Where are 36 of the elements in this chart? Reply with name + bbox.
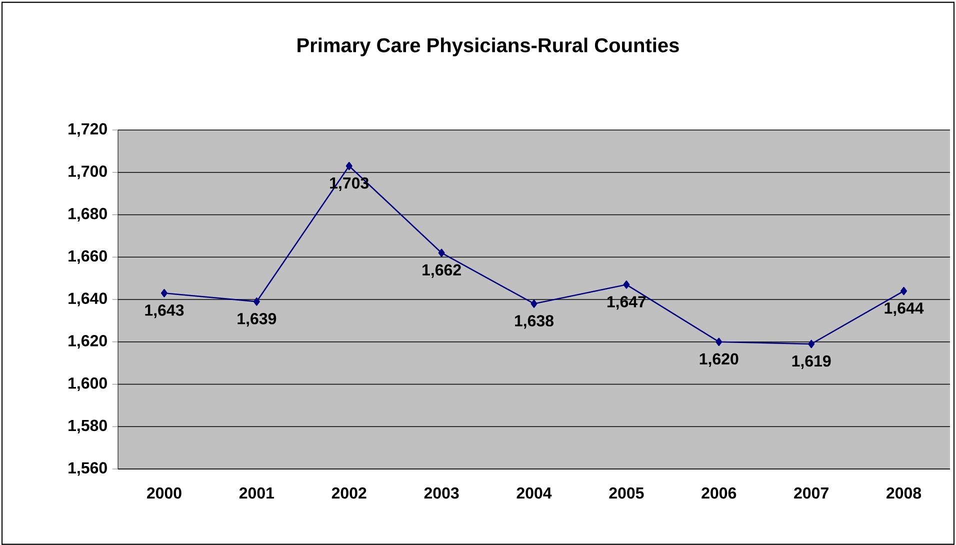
- point: [160, 288, 168, 298]
- point: [716, 338, 722, 346]
- y-tick-label: 1,620: [68, 335, 107, 349]
- data-label: 1,639: [238, 312, 276, 327]
- y-tick-label: 1,640: [68, 292, 107, 306]
- y-tick-label: 1,600: [68, 377, 107, 392]
- data-label: 1,644: [884, 302, 924, 316]
- y-tick-label: 1,680: [68, 208, 107, 222]
- chart-title: Primary Care Physicians-Rural Counties: [298, 38, 679, 56]
- y-tick-label: 1,700: [68, 166, 107, 180]
- y-tick-label: 1,660: [68, 250, 107, 264]
- x-tick-label: 2006: [702, 487, 736, 499]
- x-tick-label: 2005: [609, 487, 644, 499]
- x-tick-label: 2004: [516, 487, 552, 499]
- y-tick-label: 1,560: [68, 462, 107, 476]
- point: [530, 300, 538, 308]
- data-label: 1,662: [422, 264, 461, 278]
- data-label: 1,638: [514, 315, 554, 329]
- point: [253, 297, 260, 306]
- y-tick-label: 1,580: [68, 420, 107, 434]
- data-label: 1,647: [607, 296, 646, 310]
- point: [438, 248, 445, 258]
- point: [808, 340, 815, 348]
- point: [346, 162, 352, 170]
- x-tick-label: 2002: [332, 487, 366, 499]
- point: [623, 280, 630, 289]
- x-tick-label: 2008: [886, 487, 922, 499]
- point: [900, 286, 908, 296]
- y-tick-label: 1,720: [68, 123, 107, 137]
- data-label: 1,643: [145, 304, 184, 318]
- x-tick-label: 2003: [424, 487, 459, 499]
- x-tick-label: 2000: [147, 487, 182, 499]
- x-tick-label: 2001: [239, 487, 274, 499]
- data-label: 1,619: [792, 355, 831, 369]
- x-tick-label: 2007: [794, 487, 828, 499]
- data-label: 1,620: [700, 353, 738, 367]
